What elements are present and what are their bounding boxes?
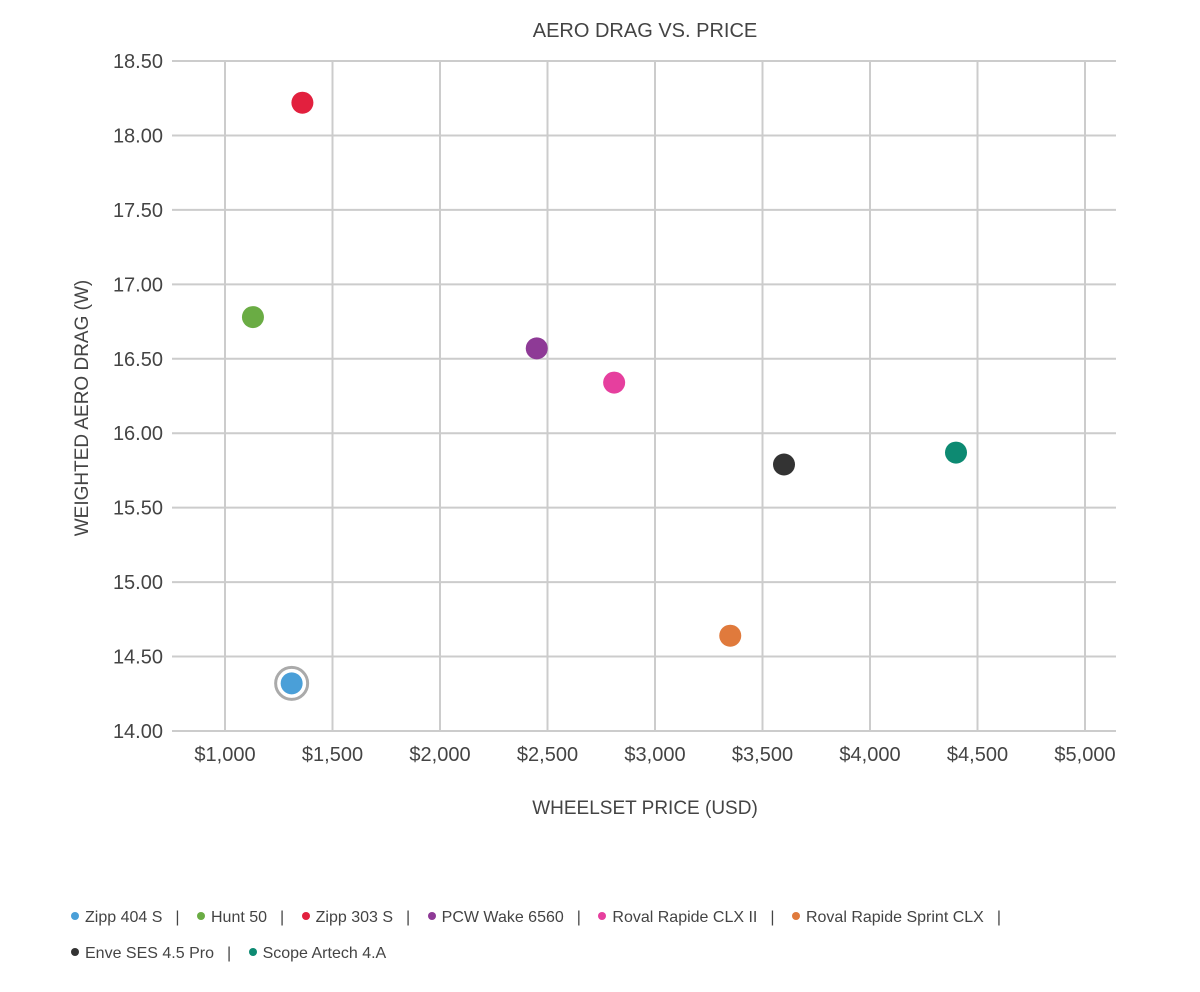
grid: [172, 60, 1116, 732]
legend-separator: |: [406, 909, 411, 926]
legend-item[interactable]: Enve SES 4.5 Pro: [71, 945, 214, 962]
y-tick-label: 15.50: [113, 498, 163, 520]
legend-marker: [598, 912, 607, 920]
x-tick-label: $1,500: [302, 744, 363, 766]
legend-label: Zipp 303 S: [315, 909, 394, 926]
data-point[interactable]: [525, 337, 548, 360]
legend-separator: |: [280, 909, 285, 926]
legend-marker: [197, 912, 205, 920]
legend-marker: [71, 948, 79, 956]
legend-separator: |: [770, 909, 775, 926]
data-point[interactable]: [773, 453, 795, 476]
legend-marker: [301, 912, 310, 920]
y-axis-ticks: 14.00 14.50 15.00 15.50 16.00 16.50 17.00 17.50…: [113, 51, 163, 743]
y-axis-label: WEIGHTED AERO DRAG (W): [72, 280, 93, 537]
y-tick-label: 16.50: [113, 349, 163, 371]
legend-item[interactable]: Scope Artech 4.A: [248, 945, 387, 962]
legend-separator: |: [226, 945, 232, 962]
legend-marker: [791, 912, 800, 920]
data-points: [241, 91, 967, 701]
legend-label: Zipp 404 S: [85, 909, 163, 926]
x-tick-label: $3,000: [624, 744, 685, 766]
legend-label: PCW Wake 6560: [441, 909, 564, 926]
legend-label: Hunt 50: [211, 909, 268, 926]
data-point[interactable]: [945, 441, 967, 464]
legend-item[interactable]: Zipp 404 S: [71, 909, 162, 926]
legend-item[interactable]: Roval Rapide CLX II: [598, 909, 757, 926]
y-tick-label: 14.00: [113, 721, 163, 743]
y-tick-label: 18.00: [113, 125, 163, 147]
y-tick-label: 15.00: [113, 572, 163, 594]
data-point[interactable]: [241, 306, 264, 329]
y-tick-label: 18.50: [113, 51, 163, 73]
x-axis-label: WHEELSET PRICE (USD): [532, 798, 758, 819]
legend-item[interactable]: PCW Wake 6560: [427, 909, 564, 926]
x-tick-label: $5,000: [1054, 744, 1115, 766]
chart-title: AERO DRAG VS. PRICE: [533, 20, 758, 42]
legend-label: Roval Rapide CLX II: [612, 909, 758, 926]
x-tick-label: $4,500: [947, 744, 1008, 766]
legend-marker: [427, 912, 436, 920]
data-point[interactable]: [603, 371, 626, 394]
legend: Zipp 404 S | Hunt 50 | Zipp 303 S | PCW Wak…: [71, 900, 1131, 972]
data-point[interactable]: [719, 624, 742, 647]
y-tick-label: 16.00: [113, 423, 163, 445]
legend-marker: [71, 912, 79, 920]
legend-separator: |: [175, 909, 180, 926]
y-tick-label: 14.50: [113, 647, 163, 669]
x-tick-label: $2,000: [409, 744, 470, 766]
legend-label: Enve SES 4.5 Pro: [85, 945, 214, 962]
x-tick-label: $1,000: [194, 744, 255, 766]
x-tick-label: $2,500: [517, 744, 578, 766]
x-axis-ticks: $1,000 $1,500 $2,000 $2,500 $3,000 $3,500 $4,0…: [194, 744, 1115, 766]
legend-separator: |: [576, 909, 581, 926]
data-point[interactable]: [291, 91, 314, 114]
legend-label: Scope Artech 4.A: [262, 945, 387, 962]
legend-marker: [248, 948, 257, 956]
legend-item[interactable]: Zipp 303 S: [301, 909, 394, 926]
legend-separator: |: [996, 909, 1001, 926]
y-tick-label: 17.50: [113, 200, 163, 222]
data-point[interactable]: [280, 672, 303, 695]
legend-label: Roval Rapide Sprint CLX: [805, 909, 984, 926]
legend-item[interactable]: Hunt 50: [197, 909, 267, 926]
legend-item[interactable]: Roval Rapide Sprint CLX: [791, 909, 984, 926]
x-tick-label: $3,500: [732, 744, 793, 766]
y-tick-label: 17.00: [113, 274, 163, 296]
x-tick-label: $4,000: [839, 744, 900, 766]
